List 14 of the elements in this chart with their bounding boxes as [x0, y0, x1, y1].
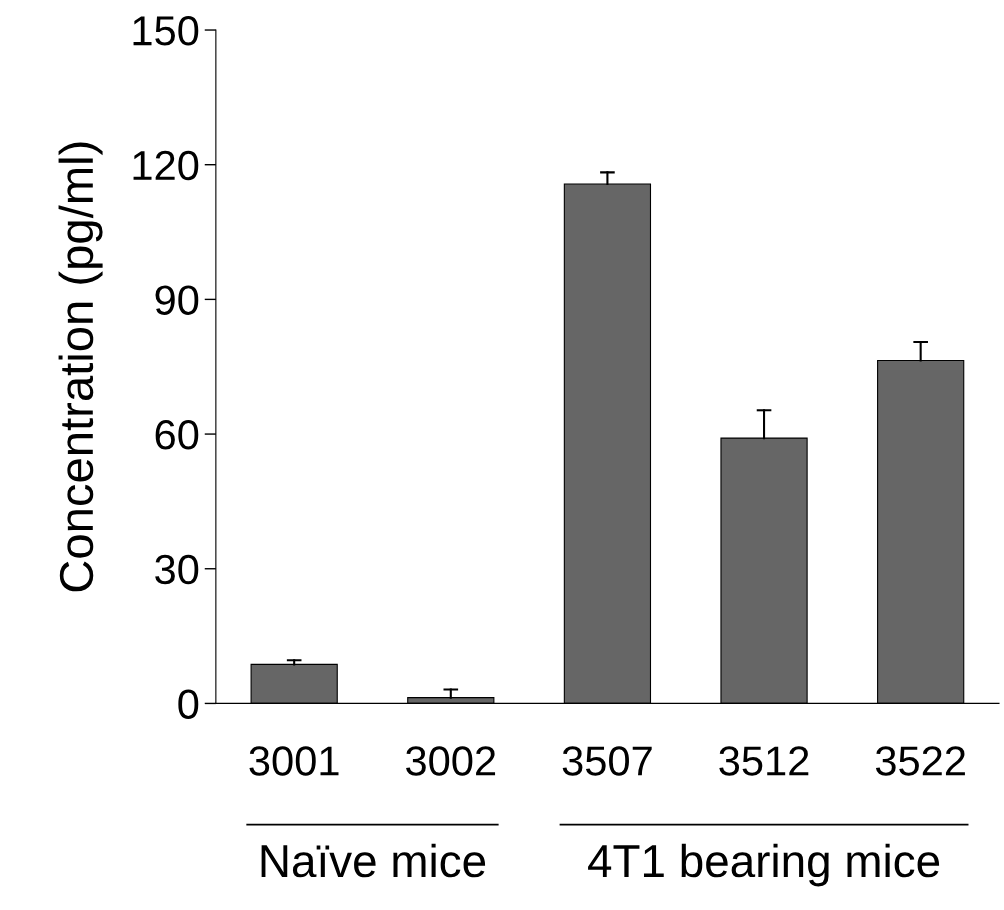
x-tick-label: 3001	[249, 746, 339, 776]
y-tick-label: 150	[133, 16, 199, 46]
y-tick-label: 60	[155, 420, 199, 450]
x-tick-label: 3507	[562, 746, 652, 776]
x-tick-label: 3002	[406, 746, 496, 776]
y-tick-label: 90	[155, 285, 199, 315]
y-tick-label: 0	[178, 689, 199, 719]
x-tick-label: 3522	[875, 746, 965, 776]
text: 4T1 bearing mice	[588, 843, 940, 887]
y-tick-label: 30	[155, 554, 199, 585]
x-tick-label: 3512	[719, 746, 809, 776]
y-axis-title: Concentration (pg/ml)	[58, 142, 103, 592]
text: Naïve mice	[261, 843, 486, 878]
y-tick-label: 120	[133, 150, 199, 181]
